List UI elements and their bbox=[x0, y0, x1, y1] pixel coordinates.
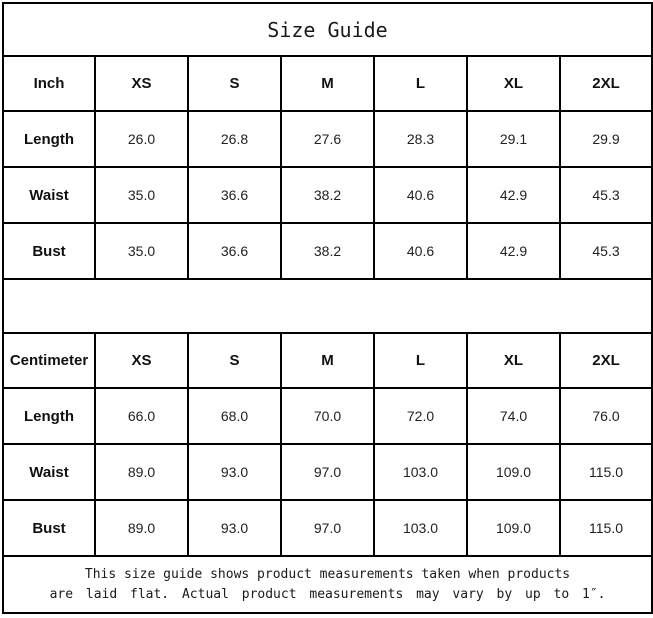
value-cell: 66.0 bbox=[94, 387, 189, 445]
value-cell: 29.9 bbox=[558, 110, 653, 168]
value-cell: 35.0 bbox=[94, 166, 189, 224]
value-cell: 42.9 bbox=[466, 222, 561, 280]
value-cell: 93.0 bbox=[187, 443, 282, 501]
value-cell: 40.6 bbox=[373, 222, 468, 280]
value-cell: 103.0 bbox=[373, 443, 468, 501]
value-cell: 40.6 bbox=[373, 166, 468, 224]
footer-row: This size guide shows product measuremen… bbox=[1, 555, 653, 614]
footer-line-2: are laid flat. Actual product measuremen… bbox=[49, 586, 606, 602]
value-cell: 36.6 bbox=[187, 222, 282, 280]
size-header-m: M bbox=[280, 55, 375, 112]
value-cell: 70.0 bbox=[280, 387, 375, 445]
value-cell: 103.0 bbox=[373, 499, 468, 557]
value-cell: 27.6 bbox=[280, 110, 375, 168]
size-header-m: M bbox=[280, 332, 375, 389]
unit-header-centimeter: Centimeter bbox=[2, 332, 96, 389]
unit-header-inch: Inch bbox=[2, 55, 96, 112]
value-cell: 97.0 bbox=[280, 443, 375, 501]
value-cell: 28.3 bbox=[373, 110, 468, 168]
measurement-label-length: Length bbox=[2, 110, 96, 168]
footer-line-1: This size guide shows product measuremen… bbox=[84, 566, 571, 582]
value-cell: 109.0 bbox=[466, 443, 561, 501]
cm-length-row: Length 66.0 68.0 70.0 72.0 74.0 76.0 bbox=[2, 387, 653, 445]
value-cell: 42.9 bbox=[466, 166, 561, 224]
value-cell: 29.1 bbox=[466, 110, 561, 168]
page-title: Size Guide bbox=[1, 2, 653, 57]
cm-waist-row: Waist 89.0 93.0 97.0 103.0 109.0 115.0 bbox=[2, 443, 653, 501]
value-cell: 68.0 bbox=[187, 387, 282, 445]
value-cell: 93.0 bbox=[187, 499, 282, 557]
value-cell: 45.3 bbox=[558, 222, 653, 280]
cm-header-row: Centimeter XS S M L XL 2XL bbox=[2, 332, 653, 389]
measurement-label-bust: Bust bbox=[2, 222, 96, 280]
spacer-row bbox=[1, 278, 653, 334]
size-header-l: L bbox=[373, 55, 468, 112]
value-cell: 36.6 bbox=[187, 166, 282, 224]
inch-length-row: Length 26.0 26.8 27.6 28.3 29.1 29.9 bbox=[2, 110, 653, 168]
value-cell: 45.3 bbox=[558, 166, 653, 224]
measurement-label-length: Length bbox=[2, 387, 96, 445]
size-header-xs: XS bbox=[94, 55, 189, 112]
size-header-xl: XL bbox=[466, 55, 561, 112]
value-cell: 38.2 bbox=[280, 222, 375, 280]
measurement-label-bust: Bust bbox=[2, 499, 96, 557]
title-row: Size Guide bbox=[1, 2, 653, 57]
value-cell: 115.0 bbox=[558, 443, 653, 501]
size-header-s: S bbox=[187, 55, 282, 112]
value-cell: 74.0 bbox=[466, 387, 561, 445]
spacer-cell bbox=[1, 278, 653, 334]
value-cell: 26.0 bbox=[94, 110, 189, 168]
value-cell: 26.8 bbox=[187, 110, 282, 168]
value-cell: 89.0 bbox=[94, 499, 189, 557]
value-cell: 115.0 bbox=[558, 499, 653, 557]
value-cell: 97.0 bbox=[280, 499, 375, 557]
value-cell: 38.2 bbox=[280, 166, 375, 224]
inch-bust-row: Bust 35.0 36.6 38.2 40.6 42.9 45.3 bbox=[2, 222, 653, 280]
inch-header-row: Inch XS S M L XL 2XL bbox=[2, 55, 653, 112]
inch-waist-row: Waist 35.0 36.6 38.2 40.6 42.9 45.3 bbox=[2, 166, 653, 224]
value-cell: 109.0 bbox=[466, 499, 561, 557]
size-header-l: L bbox=[373, 332, 468, 389]
cm-bust-row: Bust 89.0 93.0 97.0 103.0 109.0 115.0 bbox=[2, 499, 653, 557]
size-header-s: S bbox=[187, 332, 282, 389]
value-cell: 76.0 bbox=[558, 387, 653, 445]
footer-note: This size guide shows product measuremen… bbox=[1, 555, 653, 614]
size-header-2xl: 2XL bbox=[558, 55, 653, 112]
measurement-label-waist: Waist bbox=[2, 166, 96, 224]
value-cell: 89.0 bbox=[94, 443, 189, 501]
measurement-label-waist: Waist bbox=[2, 443, 96, 501]
value-cell: 72.0 bbox=[373, 387, 468, 445]
size-header-2xl: 2XL bbox=[558, 332, 653, 389]
size-header-xl: XL bbox=[466, 332, 561, 389]
value-cell: 35.0 bbox=[94, 222, 189, 280]
size-header-xs: XS bbox=[94, 332, 189, 389]
